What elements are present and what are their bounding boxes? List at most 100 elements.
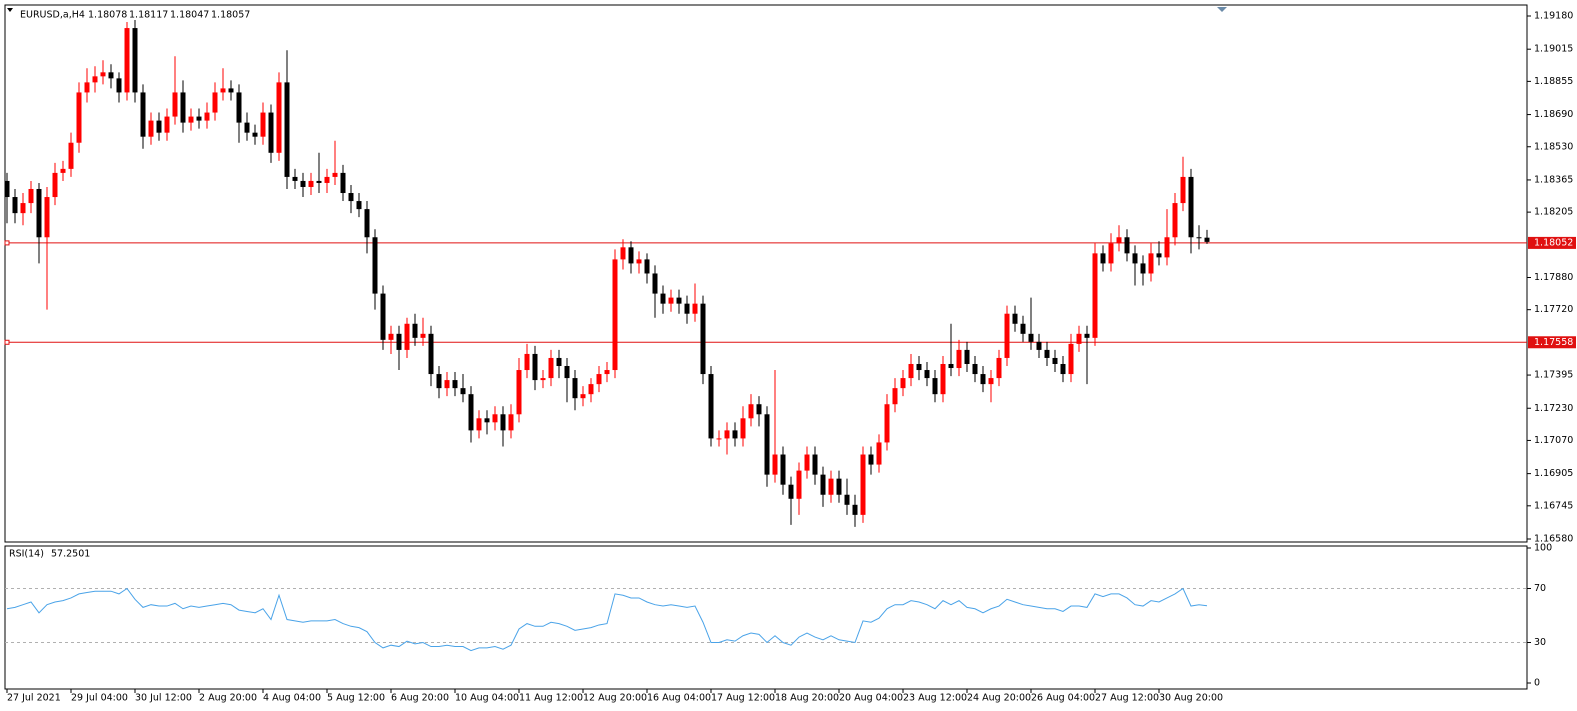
candle-body [140, 92, 146, 137]
candle-body [492, 414, 498, 423]
candle-body [156, 120, 162, 133]
candle-body [1124, 237, 1130, 254]
candle-body [796, 470, 802, 499]
candle-body [1108, 243, 1114, 264]
candle-body [260, 112, 266, 137]
candle-body [292, 176, 298, 181]
candle-body [652, 273, 658, 294]
candle-body [684, 303, 690, 314]
candle-body [644, 259, 650, 274]
candle-body [548, 357, 554, 379]
candle-body [468, 394, 474, 431]
candle-body [220, 88, 226, 93]
candle-body [868, 454, 874, 465]
candle-body [404, 323, 410, 350]
x-tick-label: 23 Aug 12:00 [903, 693, 967, 704]
candle-body [1196, 237, 1202, 239]
candle-body [132, 28, 138, 93]
rsi-title: RSI(14) [9, 549, 44, 560]
candle-body [1204, 237, 1210, 242]
x-tick-label: 10 Aug 04:00 [455, 693, 519, 704]
y-tick-label: 100 [1534, 543, 1552, 554]
candle-body [756, 404, 762, 415]
candle-body [348, 193, 354, 202]
candle-body [396, 333, 402, 350]
y-tick-label: 0 [1534, 678, 1540, 689]
candle-body [540, 378, 546, 381]
candle-body [1028, 333, 1034, 342]
candle-body [36, 188, 42, 238]
candle-body [676, 297, 682, 304]
candle-body [916, 363, 922, 371]
candle-body [612, 259, 618, 371]
candle-body [476, 418, 482, 431]
y-tick-label: 1.16905 [1534, 468, 1573, 479]
candle-body [4, 180, 10, 198]
candle-body [12, 197, 18, 214]
candle-body [340, 172, 346, 194]
price-label-bg [1528, 236, 1576, 249]
candle-body [1084, 333, 1090, 338]
candle-body [84, 82, 90, 93]
candle-body [164, 116, 170, 133]
candle-body [852, 504, 858, 515]
candle-body [1100, 253, 1106, 264]
candle-body [740, 418, 746, 439]
y-tick-label: 1.16580 [1534, 534, 1573, 545]
candle-body [1172, 203, 1178, 238]
candle-body [724, 430, 730, 439]
x-tick-label: 6 Aug 20:00 [391, 693, 449, 704]
candle-body [996, 357, 1002, 379]
candle-body [508, 414, 514, 431]
x-tick-label: 30 Jul 12:00 [135, 693, 192, 704]
candle-body [732, 430, 738, 439]
candle-body [180, 92, 186, 123]
y-tick-label: 1.19180 [1534, 11, 1573, 22]
candle-body [172, 92, 178, 117]
candle-body [836, 478, 842, 495]
y-tick-label: 1.17880 [1534, 272, 1573, 283]
candle-body [148, 120, 154, 137]
candle-body [772, 454, 778, 475]
x-tick-label: 16 Aug 04:00 [647, 693, 711, 704]
candle-body [876, 442, 882, 465]
candle-body [28, 188, 34, 204]
candle-body [1148, 253, 1154, 274]
x-tick-label: 27 Aug 12:00 [1095, 693, 1159, 704]
candle-body [356, 201, 362, 210]
y-tick-label: 1.17070 [1534, 435, 1573, 446]
candle-body [972, 363, 978, 375]
shift-marker [1217, 7, 1227, 12]
candle-body [692, 303, 698, 314]
candle-body [108, 72, 114, 79]
candle-body [372, 237, 378, 294]
candle-body [276, 82, 282, 153]
candle-body [636, 259, 642, 264]
x-tick-label: 26 Aug 04:00 [1031, 693, 1095, 704]
rsi-panel [4, 545, 1528, 690]
candle-body [460, 388, 466, 395]
x-tick-label: 18 Aug 20:00 [775, 693, 839, 704]
candle-body [1004, 313, 1010, 358]
candle-body [1116, 237, 1122, 244]
rsi-line [6, 587, 1208, 652]
candle-body [1052, 357, 1058, 364]
candle-body [300, 180, 306, 187]
candle-body [52, 172, 58, 198]
candle-body [620, 247, 626, 260]
candle-body [764, 414, 770, 475]
candle-body [252, 132, 258, 137]
candle-body [988, 378, 994, 385]
menu-arrow[interactable] [7, 8, 13, 12]
candle-body [244, 122, 250, 133]
candle-body [564, 366, 570, 379]
x-tick-label: 17 Aug 12:00 [711, 693, 775, 704]
candle-body [596, 374, 602, 385]
x-tick-label: 27 Jul 2021 [7, 693, 61, 704]
ohlc-value: 1.18078 [88, 10, 127, 21]
candle-body [484, 418, 490, 423]
candle-body [188, 116, 194, 123]
x-tick-label: 24 Aug 20:00 [967, 693, 1031, 704]
candle-body [844, 494, 850, 505]
candle-body [884, 404, 890, 443]
